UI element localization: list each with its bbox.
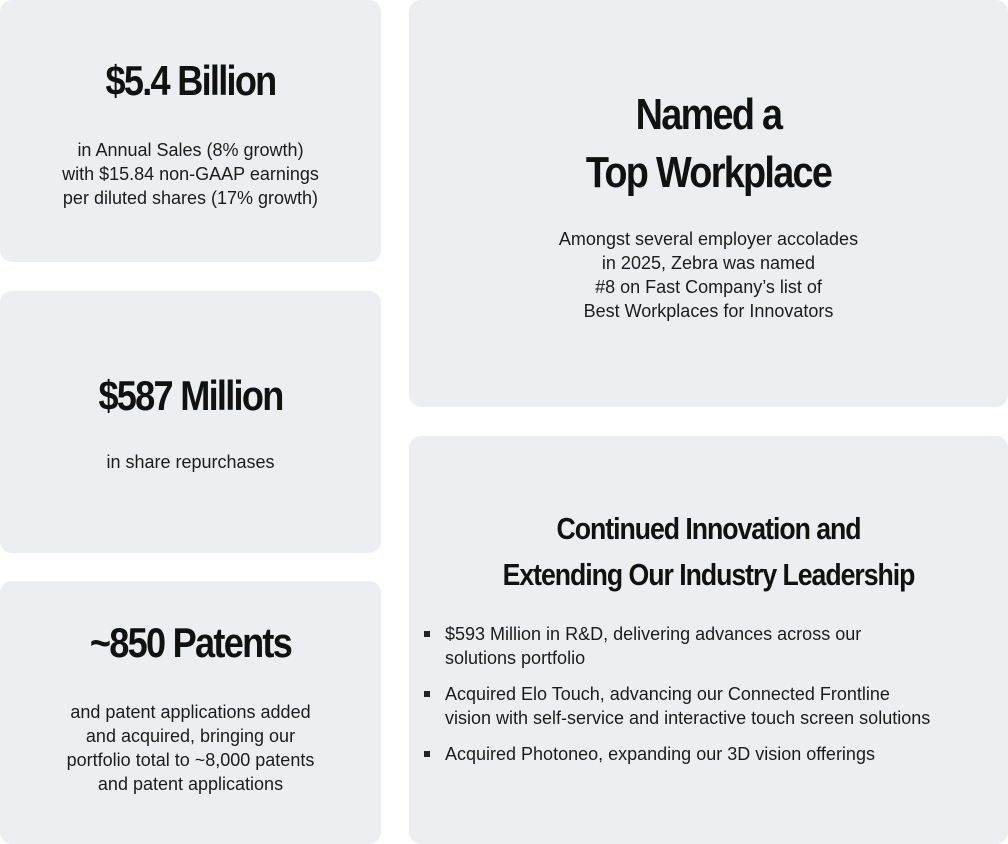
- repurchase-description: in share repurchases: [0, 450, 381, 474]
- innovation-headline-line-2: Extending Our Industry Leadership: [502, 557, 916, 592]
- bullet-2-line-1: Acquired Elo Touch, advancing our Connec…: [445, 684, 890, 704]
- patents-line-2: and acquired, bringing our: [85, 726, 296, 746]
- top-workplace-card: Named a Top Workplace Amongst several em…: [409, 0, 1008, 407]
- patents-headline: ~850 Patents: [89, 619, 293, 666]
- workplace-line-1: Amongst several employer accolades: [558, 229, 859, 249]
- patents-line-4: and patent applications: [97, 774, 284, 794]
- innovation-bullet-item: Acquired Elo Touch, advancing our Connec…: [423, 682, 1002, 730]
- bullet-3-line-1: Acquired Photoneo, expanding our 3D visi…: [445, 744, 875, 764]
- innovation-bullet-item: $593 Million in R&D, delivering advances…: [423, 622, 1002, 670]
- patents-card: ~850 Patents and patent applications add…: [0, 581, 381, 844]
- innovation-bullet-item: Acquired Photoneo, expanding our 3D visi…: [423, 742, 1002, 766]
- workplace-line-2: in 2025, Zebra was named: [601, 253, 816, 273]
- patents-line-3: portfolio total to ~8,000 patents: [66, 750, 315, 770]
- annual-sales-card: $5.4 Billion in Annual Sales (8% growth)…: [0, 0, 381, 262]
- workplace-headline-line-2: Top Workplace: [585, 148, 833, 197]
- patents-line-1: and patent applications added: [70, 702, 311, 722]
- sales-line-3: per diluted shares (17% growth): [62, 188, 319, 208]
- sales-description: in Annual Sales (8% growth) with $15.84 …: [0, 138, 381, 210]
- bullet-2-line-2: vision with self-service and interactive…: [445, 708, 931, 728]
- workplace-headline-line-1: Named a: [635, 90, 783, 139]
- sales-line-1: in Annual Sales (8% growth): [77, 140, 304, 160]
- repurchase-headline: $587 Million: [98, 372, 284, 419]
- sales-line-2: with $15.84 non-GAAP earnings: [62, 164, 319, 184]
- patents-description: and patent applications added and acquir…: [0, 700, 381, 796]
- innovation-headline-line-1: Continued Innovation and: [556, 511, 861, 546]
- repurchase-line-1: in share repurchases: [106, 452, 275, 472]
- innovation-card: Continued Innovation and Extending Our I…: [409, 436, 1008, 844]
- innovation-bullet-list: $593 Million in R&D, delivering advances…: [423, 622, 1002, 778]
- bullet-1-line-2: solutions portfolio: [445, 648, 586, 668]
- workplace-line-4: Best Workplaces for Innovators: [583, 301, 834, 321]
- bullet-1-line-1: $593 Million in R&D, delivering advances…: [445, 624, 862, 644]
- sales-headline: $5.4 Billion: [105, 57, 277, 104]
- share-repurchase-card: $587 Million in share repurchases: [0, 291, 381, 553]
- workplace-description: Amongst several employer accolades in 20…: [409, 227, 1008, 323]
- workplace-line-3: #8 on Fast Company’s list of: [595, 277, 822, 297]
